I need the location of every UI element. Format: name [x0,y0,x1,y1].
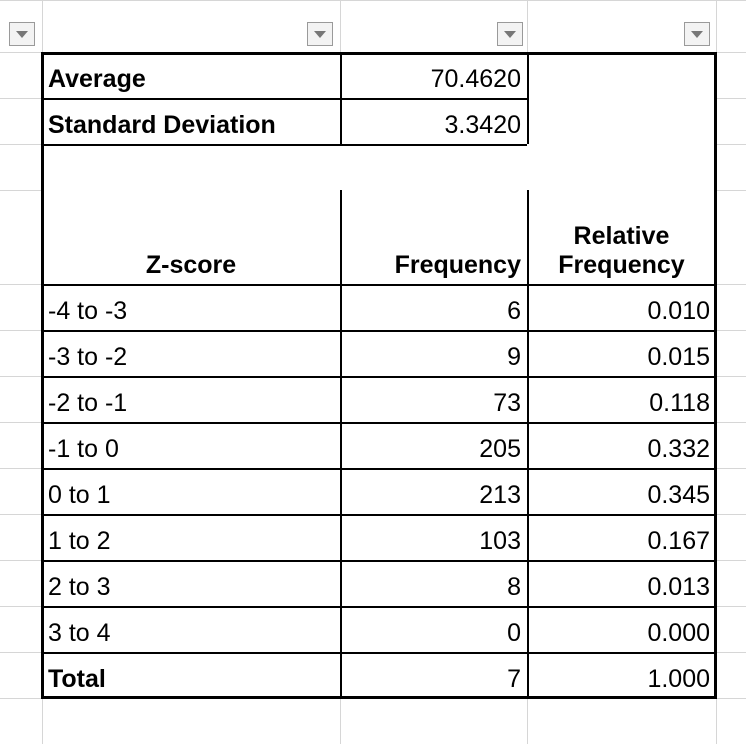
border [42,514,716,516]
row-label: -4 to -3 [42,284,340,330]
table-value: 0.015 [527,330,716,376]
table-value: 213 [340,468,527,514]
border [42,52,716,55]
border [42,560,716,562]
empty-cell [527,52,716,98]
summary-label: Average [42,52,340,98]
empty-cell [42,144,716,190]
table-value: 8 [340,560,527,606]
table-value: 0.010 [527,284,716,330]
table-value: 103 [340,514,527,560]
border [42,696,716,699]
row-label: -1 to 0 [42,422,340,468]
row-label: Total [42,652,340,698]
border [42,468,716,470]
table-value: 0.118 [527,376,716,422]
border [527,190,529,698]
grid-line [0,0,746,1]
filter-button[interactable] [684,22,710,46]
table-value: 0.013 [527,560,716,606]
row-label: -3 to -2 [42,330,340,376]
border [41,52,44,699]
table-value: 6 [340,284,527,330]
border [714,52,717,699]
border [527,52,529,144]
row-label: 3 to 4 [42,606,340,652]
summary-value: 3.3420 [340,98,527,144]
row-label: 2 to 3 [42,560,340,606]
border [42,98,527,100]
filter-button[interactable] [497,22,523,46]
column-header: Relative Frequency [527,190,716,284]
border [42,284,716,286]
border [42,606,716,608]
table-value: 1.000 [527,652,716,698]
table-value: 73 [340,376,527,422]
table-value: 205 [340,422,527,468]
border [42,330,716,332]
column-header: Frequency [340,190,527,284]
row-label: 1 to 2 [42,514,340,560]
table-value: 0.332 [527,422,716,468]
summary-label: Standard Deviation [42,98,340,144]
column-header: Z-score [42,190,340,284]
border [340,190,342,698]
table-value: 9 [340,330,527,376]
border [42,422,716,424]
border [42,652,716,654]
filter-button[interactable] [307,22,333,46]
empty-cell [527,98,716,144]
border [42,376,716,378]
row-label: 0 to 1 [42,468,340,514]
summary-value: 70.4620 [340,52,527,98]
table-value: 0 [340,606,527,652]
table-value: 0.000 [527,606,716,652]
table-value: 0.167 [527,514,716,560]
table-value: 0.345 [527,468,716,514]
table-value: 7 [340,652,527,698]
filter-button[interactable] [9,22,35,46]
border [42,144,527,146]
row-label: -2 to -1 [42,376,340,422]
